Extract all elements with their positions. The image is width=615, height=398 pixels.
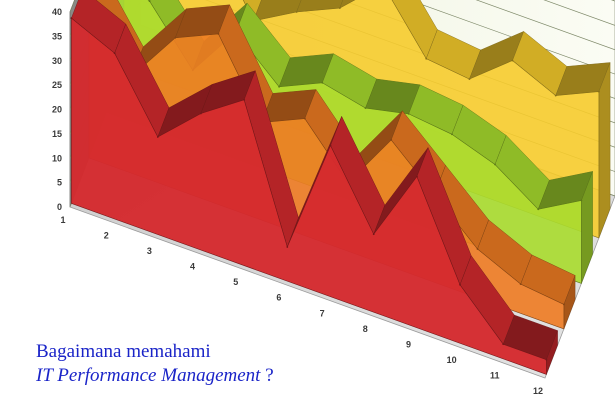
y-tick-label: 20 — [52, 105, 62, 115]
series-1-point-11 — [502, 343, 505, 346]
series-1-point-4 — [200, 112, 202, 115]
series-1-point-5 — [243, 98, 246, 101]
series-3-point-8 — [407, 113, 410, 115]
series-1-point-2 — [113, 52, 116, 55]
series-2-point-12 — [563, 303, 565, 306]
y-tick-label: 0 — [57, 202, 62, 212]
x-tick-label: 4 — [190, 262, 195, 272]
x-tick-label: 6 — [276, 293, 281, 303]
series-4-point-8 — [425, 57, 428, 60]
y-tick-label: 15 — [52, 129, 62, 139]
y-tick-label: 40 — [52, 7, 62, 17]
series-3-point-6 — [321, 81, 324, 84]
series-2-point-4 — [217, 33, 220, 35]
series-3-point-2 — [148, 0, 151, 3]
caption-line-1: Bagaimana memahami — [36, 341, 211, 362]
series-2-point-11 — [519, 283, 522, 285]
x-tick-label: 5 — [233, 277, 238, 287]
series-3-point-11 — [537, 208, 540, 211]
series-3-point-10 — [494, 163, 496, 166]
x-tick-label: 10 — [447, 355, 457, 365]
caption-line-2: IT Performance Management ? — [36, 364, 274, 388]
series-4-point-10 — [511, 59, 514, 62]
series-1-point-3 — [156, 136, 159, 138]
series-4-point-5 — [295, 11, 298, 13]
y-tick-label: 25 — [52, 80, 62, 90]
series-3-point-9 — [451, 133, 453, 136]
y-tick-label: 5 — [57, 178, 62, 188]
series-1-point-8 — [372, 233, 375, 236]
y-tick-label: 30 — [52, 56, 62, 66]
series-4-point-6 — [338, 7, 341, 9]
series-3-point-12 — [580, 199, 583, 202]
series-1-point-7 — [329, 144, 332, 147]
x-tick-label: 7 — [320, 308, 325, 318]
series-2-point-3 — [174, 36, 177, 39]
series-1 — [70, 0, 558, 375]
series-4-point-12 — [598, 90, 600, 93]
x-tick-label: 8 — [363, 324, 368, 334]
series-1-point-12 — [545, 358, 548, 361]
x-tick-label: 9 — [406, 339, 411, 349]
x-tick-label: 2 — [104, 231, 109, 241]
y-tick-label: 35 — [52, 31, 62, 41]
series-1-point-10 — [459, 283, 461, 286]
series-4-point-9 — [468, 78, 471, 80]
series-4-end-cap — [598, 62, 611, 238]
series-3-point-5 — [278, 85, 280, 88]
series-1-point-9 — [416, 175, 418, 178]
series-3-point-7 — [364, 107, 367, 109]
series-2-point-8 — [390, 139, 393, 141]
x-tick-label: 3 — [147, 246, 152, 256]
caption: Bagaimana memahami IT Performance Manage… — [36, 340, 274, 388]
series-2-point-6 — [303, 117, 306, 120]
y-tick-label: 10 — [52, 153, 62, 163]
caption-line-2-suffix: ? — [260, 365, 274, 386]
series-1-point-6 — [286, 246, 289, 248]
series-4-point-11 — [554, 94, 557, 97]
series-1-point-1 — [70, 17, 73, 19]
series-2-point-10 — [476, 248, 479, 250]
caption-line-2-title: IT Performance Management — [36, 365, 261, 386]
chart-series — [70, 0, 611, 375]
x-tick-label: 1 — [60, 215, 65, 225]
x-tick-label: 12 — [533, 386, 543, 396]
x-tick-label: 11 — [490, 371, 500, 381]
